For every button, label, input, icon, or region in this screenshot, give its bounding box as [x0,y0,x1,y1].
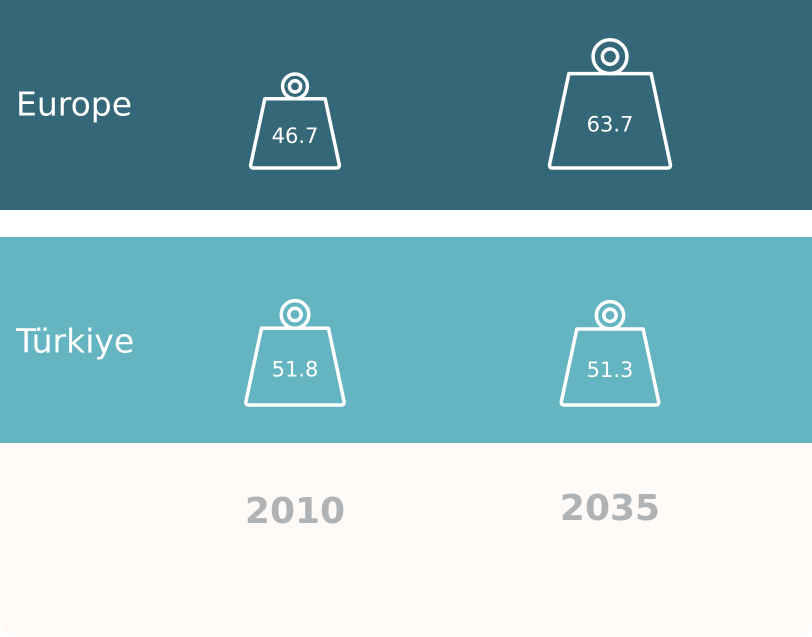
weight-body [559,327,661,407]
weight [547,37,673,170]
row-label: Türkiye [15,322,134,361]
weight [244,298,346,407]
weight-body [244,326,346,407]
value-label: 51.8 [272,357,319,381]
row-band [0,237,812,443]
weight-ring [594,299,626,331]
value-label: 63.7 [587,113,634,137]
weight [248,72,342,170]
value-label: 46.7 [272,124,319,148]
value-label: 51.3 [587,358,634,382]
weight [559,299,661,407]
weight-body [248,97,342,170]
weight-ring-inner [287,79,303,94]
weight-body [547,71,673,170]
weight-ring-inner [600,47,620,67]
weight-ring [591,37,629,76]
year-label: 2010 [245,491,345,532]
row-label: Europe [16,85,132,124]
weight-ring [280,72,310,101]
weight-ring [279,298,311,330]
footer-panel [0,443,812,637]
weight-ring-inner [602,307,618,324]
year-label: 2035 [560,488,660,529]
weight-ring-inner [287,306,303,323]
row-band [0,0,812,210]
